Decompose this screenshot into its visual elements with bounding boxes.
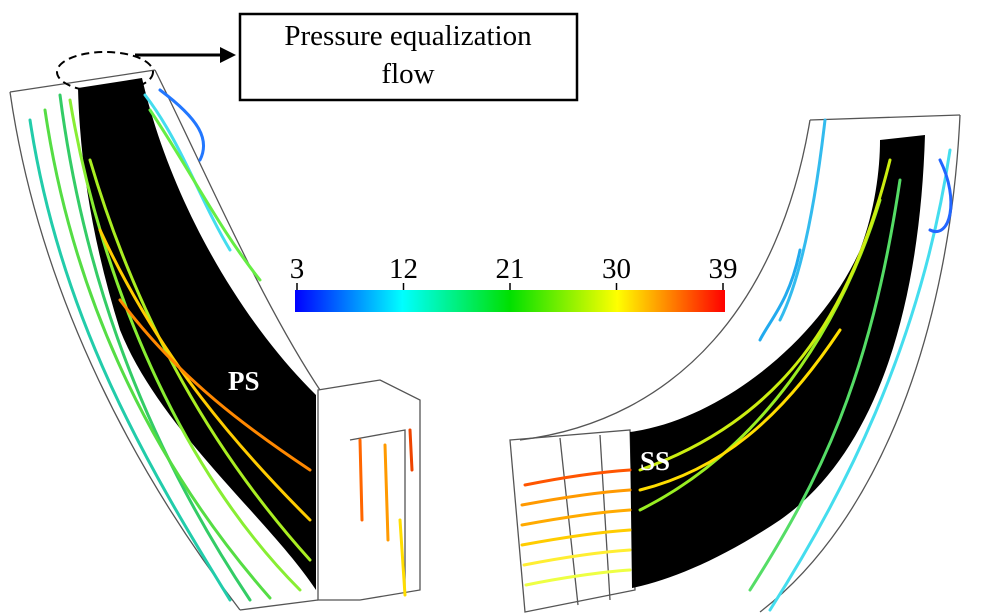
blade-ss — [630, 135, 925, 588]
left-passage — [9, 47, 421, 611]
colorbar — [295, 290, 725, 312]
annotation-box — [238, 12, 579, 102]
side-label: SS — [640, 446, 670, 476]
annotation-line: flow — [381, 58, 434, 90]
right-passage — [509, 114, 961, 613]
colorbar-tick-label: 39 — [709, 253, 738, 285]
colorbar-ticks: 3 12 21 30 39 — [290, 253, 738, 290]
annotation-line: Pressure equalization — [284, 20, 532, 52]
colorbar-tick-label: 12 — [389, 253, 418, 285]
colorbar-tick-label: 3 — [290, 253, 305, 285]
side-label: PS — [228, 366, 260, 396]
colorbar-tick-label: 30 — [602, 253, 631, 285]
colorbar-tick-label: 21 — [496, 253, 525, 285]
